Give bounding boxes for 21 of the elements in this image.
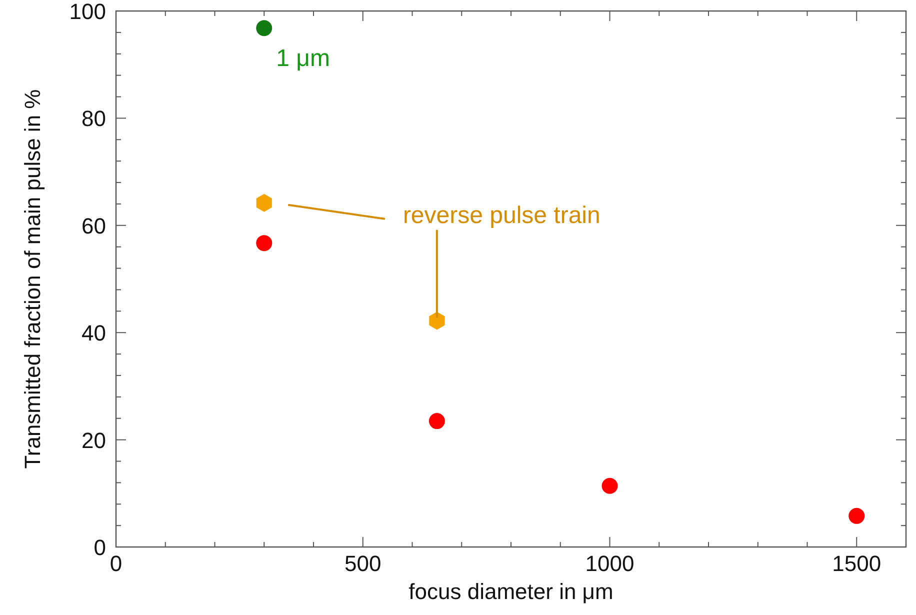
point — [429, 312, 445, 330]
y-tick-label: 20 — [82, 428, 106, 453]
y-tick-label: 100 — [69, 0, 106, 24]
x-tick-label: 500 — [344, 551, 382, 576]
point — [848, 508, 865, 524]
annotation: reverse pulse train — [402, 202, 600, 229]
x-axis-title: focus diameter in μm — [408, 579, 614, 604]
y-axis-title: Transmitted fraction of main pulse in % — [20, 89, 45, 469]
x-tick-label: 1500 — [832, 551, 882, 576]
y-tick-label: 40 — [82, 320, 106, 346]
y-tick-label: 0 — [94, 535, 106, 560]
point — [256, 235, 272, 252]
x-tick-label: 1000 — [585, 551, 634, 576]
x-tick-label: 0 — [110, 551, 122, 576]
point — [602, 478, 618, 494]
point — [256, 20, 272, 36]
point — [428, 413, 445, 430]
annotation: 1 μm — [276, 45, 330, 72]
y-tick-label: 80 — [82, 106, 106, 132]
point — [256, 194, 272, 212]
y-tick-label: 60 — [82, 213, 106, 238]
